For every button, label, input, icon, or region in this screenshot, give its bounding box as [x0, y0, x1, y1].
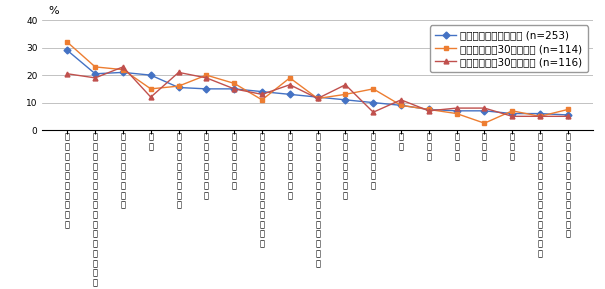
Text: 温
野
菜
・
ゆ
で
野
菜: 温 野 菜 ・ ゆ で 野 菜	[120, 133, 125, 210]
【女性】働いていない (n=253)	[453, 109, 460, 112]
【女性】働いていない (n=253)	[286, 92, 293, 96]
Text: 味
噌
汁: 味 噌 汁	[454, 133, 459, 161]
【女性】働いていない (n=253)	[397, 103, 405, 107]
【女性】働いていない (n=253)	[425, 108, 433, 111]
【女性】働いていない (n=253)	[231, 87, 238, 90]
【女性】労働30時間以上 (n=116)	[370, 110, 377, 114]
【女性】働いていない (n=253)	[370, 101, 377, 104]
【女性】労働30時間未満 (n=114)	[342, 92, 349, 96]
【女性】労働30時間以上 (n=116)	[397, 98, 405, 101]
【女性】働いていない (n=253)	[342, 98, 349, 101]
【女性】働いていない (n=253)	[203, 87, 210, 90]
【女性】労働30時間未満 (n=114)	[481, 121, 488, 125]
【女性】労働30時間未満 (n=114)	[397, 103, 405, 107]
【女性】労働30時間未満 (n=114)	[314, 97, 321, 100]
Legend: 【女性】働いていない (n=253), 【女性】労働30時間未満 (n=114), 【女性】労働30時間以上 (n=116): 【女性】働いていない (n=253), 【女性】労働30時間未満 (n=114)…	[430, 25, 587, 72]
Text: す
き
焼
き
・
し
ゃ
ぶ
し
ゃ
ぶ: す き 焼 き ・ し ゃ ぶ し ゃ ぶ	[566, 133, 571, 239]
【女性】労働30時間以上 (n=116)	[147, 95, 154, 99]
【女性】労働30時間以上 (n=116)	[119, 65, 126, 68]
【女性】労働30時間未満 (n=114)	[258, 98, 266, 101]
【女性】労働30時間未満 (n=114)	[509, 109, 516, 112]
【女性】労働30時間以上 (n=116)	[564, 114, 572, 118]
【女性】働いていない (n=253)	[64, 49, 71, 52]
【女性】労働30時間以上 (n=116)	[91, 76, 99, 79]
【女性】働いていない (n=253)	[91, 72, 99, 75]
【女性】労働30時間未満 (n=114)	[119, 68, 126, 71]
Text: 生
野
菜
の
サ
ラ
ダ: 生 野 菜 の サ ラ ダ	[343, 133, 348, 200]
Text: 寄
せ
鍋: 寄 せ 鍋	[510, 133, 515, 161]
【女性】労働30時間未満 (n=114)	[286, 76, 293, 79]
Text: ス
ー
プ: ス ー プ	[482, 133, 487, 161]
Text: 納
豆: 納 豆	[399, 133, 404, 151]
【女性】労働30時間未満 (n=114)	[175, 84, 182, 88]
【女性】労働30時間以上 (n=116)	[258, 92, 266, 96]
【女性】労働30時間未満 (n=114)	[453, 112, 460, 115]
【女性】労働30時間未満 (n=114)	[564, 108, 572, 111]
【女性】働いていない (n=253)	[314, 95, 321, 99]
【女性】労働30時間以上 (n=116)	[64, 72, 71, 75]
【女性】労働30時間以上 (n=116)	[231, 87, 238, 90]
Text: お
寿
司: お 寿 司	[427, 133, 431, 161]
Text: 肉
じ
ゃ
が
・
角
煮
な
ど
肉
の
煮
物: 肉 じ ゃ が ・ 角 煮 な ど 肉 の 煮 物	[538, 133, 543, 258]
Text: 煮
魚: 煮 魚	[148, 133, 153, 151]
【女性】労働30時間未満 (n=114)	[64, 40, 71, 44]
【女性】労働30時間以上 (n=116)	[203, 76, 210, 79]
Text: 野
菜
の
き
ん
ぴ
ら: 野 菜 の き ん ぴ ら	[204, 133, 209, 200]
Text: 野
菜
の
お
か
ず: 野 菜 の お か ず	[232, 133, 237, 190]
【女性】働いていない (n=253)	[564, 113, 572, 117]
【女性】労働30時間未満 (n=114)	[425, 108, 433, 111]
【女性】労働30時間以上 (n=116)	[314, 97, 321, 100]
Text: ひ
じ
き
・
ど
ん
こ
・
切
り
大
根
な
ど
乾
物
類
の
煮
物: ひ じ き ・ ど ん こ ・ 切 り 大 根 な ど 乾 物 類 の 煮 物	[93, 133, 97, 289]
【女性】労働30時間以上 (n=116)	[342, 83, 349, 86]
【女性】労働30時間以上 (n=116)	[425, 109, 433, 112]
【女性】労働30時間未満 (n=114)	[91, 65, 99, 68]
【女性】労働30時間未満 (n=114)	[147, 87, 154, 90]
Line: 【女性】労働30時間未満 (n=114): 【女性】労働30時間未満 (n=114)	[65, 40, 571, 126]
Line: 【女性】働いていない (n=253): 【女性】働いていない (n=253)	[65, 48, 571, 117]
Text: 玄
米
・
雑
穀
入
り
の
ご
飯: 玄 米 ・ 雑 穀 入 り の ご 飯	[65, 133, 70, 229]
【女性】労働30時間以上 (n=116)	[509, 114, 516, 118]
【女性】労働30時間未満 (n=114)	[370, 87, 377, 90]
Text: %: %	[48, 6, 59, 16]
【女性】働いていない (n=253)	[175, 86, 182, 89]
【女性】働いていない (n=253)	[481, 109, 488, 112]
【女性】労働30時間未満 (n=114)	[203, 73, 210, 77]
【女性】労働30時間未満 (n=114)	[537, 114, 544, 118]
【女性】労働30時間以上 (n=116)	[286, 83, 293, 86]
Text: お
ひ
た
し
・
和
え
物: お ひ た し ・ 和 え 物	[176, 133, 181, 210]
【女性】働いていない (n=253)	[119, 71, 126, 74]
【女性】労働30時間以上 (n=116)	[453, 106, 460, 110]
Line: 【女性】労働30時間以上 (n=116): 【女性】労働30時間以上 (n=116)	[65, 64, 571, 119]
【女性】労働30時間以上 (n=116)	[537, 114, 544, 118]
Text: 炊
き
込
み
ご
飯: 炊 き 込 み ご 飯	[371, 133, 376, 190]
Text: 酢
の
物
・
マ
リ
ネ: 酢 の 物 ・ マ リ ネ	[287, 133, 292, 200]
【女性】働いていない (n=253)	[537, 112, 544, 115]
Text: 焼
き
魚
・
干
物
・
ホ
イ
ル
焼
き: 焼 き 魚 ・ 干 物 ・ ホ イ ル 焼 き	[260, 133, 264, 249]
Text: 豆
腐
料
理
（
冷
や
っ
こ
・
湯
豆
腐
）: 豆 腐 料 理 （ 冷 や っ こ ・ 湯 豆 腐 ）	[315, 133, 320, 268]
【女性】労働30時間以上 (n=116)	[481, 106, 488, 110]
【女性】働いていない (n=253)	[147, 73, 154, 77]
【女性】労働30時間以上 (n=116)	[175, 71, 182, 74]
【女性】労働30時間未満 (n=114)	[231, 81, 238, 85]
【女性】働いていない (n=253)	[509, 112, 516, 115]
【女性】働いていない (n=253)	[258, 90, 266, 93]
